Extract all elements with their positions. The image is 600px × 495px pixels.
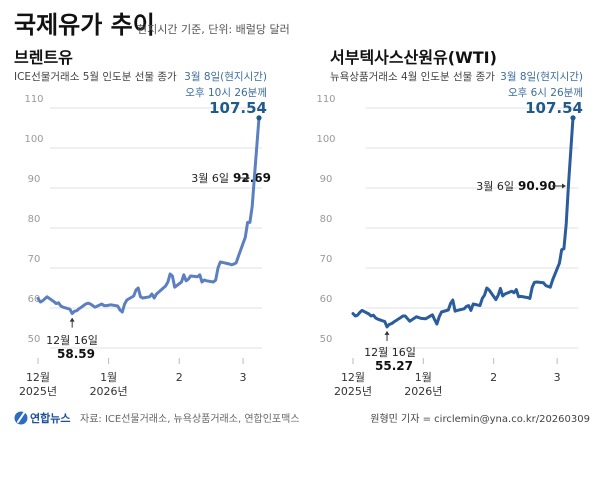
y-tick-label: 60 <box>28 294 41 305</box>
price-line <box>36 116 261 316</box>
footer: 연합뉴스 자료: ICE선물거래소, 뉴욕상품거래소, 연합인포맥스 원형민 기… <box>14 411 590 425</box>
latest-date-label: 3월 8일(현지시간) <box>184 70 267 83</box>
y-tick-label: 110 <box>316 94 335 105</box>
low-value-label: 55.27 <box>375 359 413 373</box>
x-tick-sublabel: 2026년 <box>90 385 128 398</box>
x-tick-label: 1월 <box>415 371 432 384</box>
y-tick-label: 50 <box>320 334 333 345</box>
low-value-label: 58.59 <box>57 347 95 361</box>
credit-text: 원형민 기자 = circlemin@yna.co.kr/20260309 <box>370 413 590 425</box>
y-tick-label: 110 <box>24 94 43 105</box>
latest-value-label: 107.54 <box>525 99 583 117</box>
low-date-label: 12월 16일 <box>46 333 98 347</box>
latest-time-label: 오후 10시 26분께 <box>185 87 267 99</box>
logo-text: 연합뉴스 <box>30 411 70 425</box>
y-tick-label: 80 <box>320 214 333 225</box>
latest-time-label: 오후 6시 26분께 <box>508 87 583 99</box>
y-tick-label: 100 <box>24 134 43 145</box>
mar6-date-label: 3월 6일 <box>191 171 229 185</box>
x-tick-label: 1월 <box>100 371 117 384</box>
y-tick-label: 70 <box>28 254 41 265</box>
mar6-arrowhead-icon <box>246 175 250 181</box>
x-tick-label: 12월 <box>26 371 50 384</box>
y-tick-label: 90 <box>28 174 41 185</box>
yonhap-logo-icon <box>14 411 28 425</box>
x-tick-label: 2 <box>176 371 183 384</box>
y-tick-label: 90 <box>320 174 333 185</box>
page-title: 국제유가 추이 <box>14 11 155 39</box>
x-tick-sublabel: 2025년 <box>19 385 57 398</box>
y-tick-label: 80 <box>28 214 41 225</box>
chart-title: 브렌트유 <box>14 48 73 67</box>
y-tick-label: 60 <box>320 294 333 305</box>
latest-point-marker <box>570 115 576 121</box>
x-tick-label: 3 <box>554 371 561 384</box>
x-tick-label: 3 <box>240 371 247 384</box>
x-tick-label: 12월 <box>341 371 365 384</box>
price-line <box>351 116 575 329</box>
chart-title: 서부텍사스산원유(WTI) <box>330 48 497 67</box>
latest-value-label: 107.54 <box>209 99 267 117</box>
y-tick-label: 70 <box>320 254 333 265</box>
mar6-date-label: 3월 6일 <box>476 179 514 193</box>
latest-date-label: 3월 8일(현지시간) <box>500 70 583 83</box>
chart-subtitle: 뉴욕상품거래소 4월 인도분 선물 종가 <box>330 71 495 83</box>
page-subtitle: 현지시간 기준, 단위: 배럴당 달러 <box>137 23 290 36</box>
y-tick-label: 50 <box>28 334 41 345</box>
x-tick-sublabel: 2026년 <box>404 385 442 398</box>
low-date-label: 12월 16일 <box>364 345 416 359</box>
source-text: 자료: ICE선물거래소, 뉴욕상품거래소, 연합인포맥스 <box>80 413 300 425</box>
y-tick-label: 100 <box>316 134 335 145</box>
x-tick-sublabel: 2025년 <box>334 385 372 398</box>
latest-point-marker <box>256 115 262 121</box>
low-arrowhead-icon <box>384 330 390 335</box>
mar6-arrowhead-icon <box>562 183 566 189</box>
mar6-value-label: 90.90 <box>518 179 556 193</box>
chart-subtitle: ICE선물거래소 5월 인도분 선물 종가 <box>14 71 177 83</box>
low-arrowhead-icon <box>69 317 75 322</box>
x-tick-label: 2 <box>490 371 497 384</box>
mar6-value-label: 92.69 <box>233 171 271 185</box>
